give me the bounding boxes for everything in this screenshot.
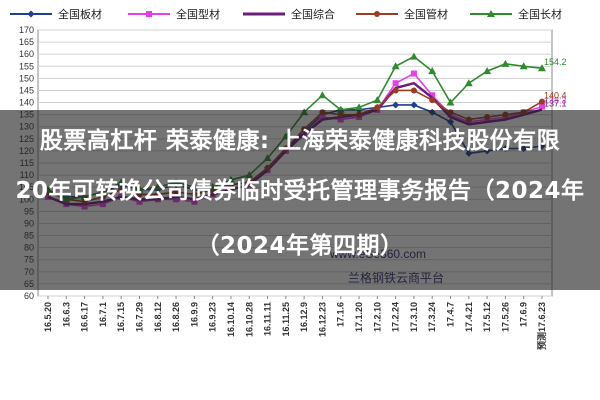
legend-label: 全国型材 bbox=[176, 7, 220, 21]
x-tick-label: 17.1.20 bbox=[354, 302, 364, 332]
x-tick-label: 17.2.10 bbox=[372, 302, 382, 332]
end-value-label: 138.3 bbox=[544, 96, 567, 106]
x-tick-label: 16.10.14 bbox=[226, 302, 236, 337]
data-point bbox=[410, 70, 417, 77]
x-tick-label: 16.6.3 bbox=[61, 302, 71, 327]
x-tick-label: 17.3.24 bbox=[427, 302, 437, 332]
x-tick-label: 17.3.10 bbox=[409, 302, 419, 332]
legend-marker bbox=[146, 11, 152, 17]
x-tick-label: 17.6.9 bbox=[519, 302, 529, 327]
legend-marker bbox=[487, 10, 495, 17]
legend-label: 全国综合 bbox=[291, 7, 335, 21]
data-point bbox=[410, 87, 417, 94]
data-point bbox=[391, 62, 400, 70]
y-tick-label: 170 bbox=[19, 25, 34, 35]
y-tick-label: 165 bbox=[19, 37, 34, 47]
x-tick-label: 预测17.6.23 bbox=[536, 302, 547, 350]
x-tick-label: 17.4.21 bbox=[464, 302, 474, 332]
x-tick-label: 16.12.9 bbox=[299, 302, 309, 332]
legend-marker bbox=[374, 11, 380, 17]
x-tick-label: 16.12.23 bbox=[317, 302, 327, 337]
x-tick-label: 16.9.9 bbox=[189, 302, 199, 327]
y-tick-label: 140 bbox=[19, 98, 34, 108]
x-tick-label: 16.11.25 bbox=[281, 302, 291, 337]
x-tick-label: 16.11.11 bbox=[263, 302, 273, 336]
y-tick-label: 150 bbox=[19, 73, 34, 83]
x-tick-label: 16.7.15 bbox=[116, 302, 126, 332]
data-point bbox=[429, 97, 436, 104]
headline-line-1: 股票高杠杆 荣泰健康: 上海荣泰健康科技股份有限 bbox=[39, 128, 561, 154]
y-tick-label: 155 bbox=[19, 61, 34, 71]
headline-overlay bbox=[0, 110, 600, 290]
end-value-label: 140.4 bbox=[544, 91, 567, 101]
y-tick-label: 145 bbox=[19, 85, 34, 95]
x-tick-label: 16.9.23 bbox=[208, 302, 218, 332]
data-point bbox=[409, 52, 418, 60]
x-tick-label: 17.2.24 bbox=[391, 302, 401, 332]
legend: 全国板材 全国型材 全国综合 全国管材 全国长材 bbox=[10, 7, 562, 21]
x-tick-label: 16.5.20 bbox=[43, 302, 53, 332]
data-point bbox=[428, 67, 437, 75]
data-point bbox=[446, 98, 455, 106]
x-tick-label: 16.8.12 bbox=[153, 302, 163, 332]
legend-marker bbox=[27, 10, 35, 18]
data-point bbox=[483, 67, 492, 75]
data-point bbox=[539, 103, 545, 110]
x-tick-label: 16.7.29 bbox=[134, 302, 144, 332]
data-point bbox=[519, 62, 528, 70]
legend-label: 全国板材 bbox=[58, 7, 102, 21]
data-point bbox=[373, 96, 382, 104]
data-point bbox=[464, 79, 473, 87]
data-point bbox=[501, 59, 510, 67]
y-tick-label: 160 bbox=[19, 49, 34, 59]
x-tick-label: 17.1.6 bbox=[336, 302, 346, 327]
y-tick-label: 60 bbox=[24, 291, 34, 301]
x-tick-label: 16.8.26 bbox=[171, 302, 181, 332]
data-point bbox=[392, 80, 399, 87]
x-tick-label: 16.6.17 bbox=[80, 302, 90, 332]
end-value-label: 137.1 bbox=[544, 99, 567, 109]
headline-line-3: （2024年第四期） bbox=[196, 233, 404, 259]
data-point bbox=[539, 98, 545, 105]
data-point bbox=[392, 101, 400, 109]
headline-line-2: 20年可转换公司债券临时受托管理事务报告（2024年 bbox=[15, 178, 585, 204]
data-point bbox=[538, 64, 546, 72]
x-tick-label: 17.5.12 bbox=[482, 302, 492, 332]
data-point bbox=[392, 87, 399, 94]
data-point bbox=[374, 104, 381, 111]
x-tick-label: 16.10.28 bbox=[244, 302, 254, 337]
legend-label: 全国管材 bbox=[404, 7, 448, 21]
data-point bbox=[355, 103, 364, 111]
end-value-label: 154.2 bbox=[544, 57, 567, 67]
legend-label: 全国长材 bbox=[518, 7, 562, 21]
x-tick-label: 17.5.26 bbox=[500, 302, 510, 332]
x-tick-label: 16.7.1 bbox=[98, 302, 108, 327]
data-point bbox=[318, 91, 327, 99]
data-point bbox=[410, 101, 418, 109]
x-tick-label: 17.4.7 bbox=[446, 302, 456, 327]
data-point bbox=[429, 92, 436, 99]
